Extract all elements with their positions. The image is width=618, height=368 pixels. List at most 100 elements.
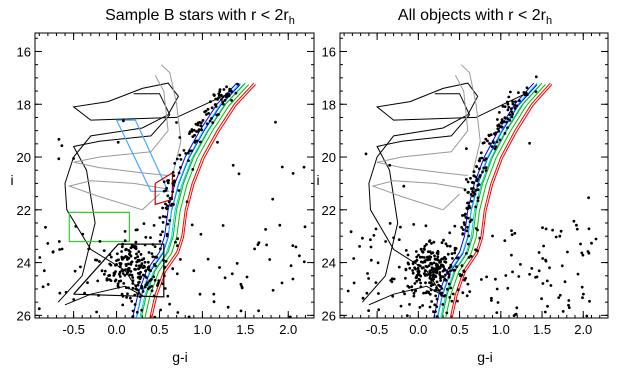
data-point <box>442 294 446 298</box>
data-point <box>549 284 553 287</box>
data-point <box>478 157 482 160</box>
data-point <box>402 184 406 188</box>
data-point <box>587 227 591 231</box>
data-point <box>125 296 128 299</box>
data-point <box>264 228 267 231</box>
data-point <box>470 187 473 191</box>
data-point <box>265 243 268 247</box>
data-point <box>425 273 428 277</box>
data-point <box>186 151 190 155</box>
data-point <box>221 102 225 106</box>
data-point <box>158 216 162 220</box>
data-point <box>421 304 424 307</box>
data-point <box>462 269 466 273</box>
data-point <box>418 278 422 282</box>
data-point <box>459 274 462 278</box>
rgb-model-line <box>151 84 256 318</box>
data-point <box>478 167 481 171</box>
data-point <box>161 282 165 286</box>
isochrone-black <box>64 82 229 295</box>
isochrone-gray <box>73 74 169 176</box>
data-point <box>546 304 549 308</box>
data-point <box>120 250 123 253</box>
data-point <box>166 181 170 185</box>
data-point <box>175 157 179 161</box>
data-point <box>407 286 411 289</box>
data-point <box>42 269 46 273</box>
data-point <box>428 239 432 243</box>
data-point <box>134 247 138 251</box>
data-point <box>445 311 449 315</box>
data-point <box>164 215 167 219</box>
data-point <box>115 263 118 266</box>
data-point <box>473 192 477 196</box>
data-point <box>478 175 482 179</box>
data-point <box>449 286 453 290</box>
data-point <box>399 304 403 308</box>
data-point <box>170 197 173 201</box>
data-point <box>447 275 451 279</box>
data-point <box>534 75 538 79</box>
data-point <box>271 288 275 292</box>
data-point <box>188 132 191 136</box>
data-point <box>253 247 256 251</box>
data-point <box>119 279 123 283</box>
data-point <box>166 194 170 198</box>
data-point <box>130 299 134 303</box>
y-tick-label: 18 <box>322 97 336 112</box>
data-point <box>412 294 416 298</box>
data-point <box>490 299 493 302</box>
data-point <box>388 222 392 225</box>
data-point <box>361 296 365 300</box>
data-point <box>403 292 406 296</box>
data-point <box>495 140 499 144</box>
data-point <box>177 189 181 192</box>
data-point <box>115 252 119 256</box>
data-point <box>134 245 138 249</box>
data-point <box>567 299 571 302</box>
data-point <box>558 293 562 297</box>
data-point <box>166 294 170 298</box>
data-point <box>235 262 239 265</box>
data-point <box>221 95 225 99</box>
data-point <box>551 228 554 232</box>
data-point <box>96 279 100 283</box>
data-point <box>188 149 192 153</box>
data-point <box>87 247 91 251</box>
data-point <box>581 253 585 257</box>
data-point <box>470 199 473 203</box>
data-point <box>431 273 435 277</box>
data-point <box>125 258 129 261</box>
data-point <box>560 264 564 268</box>
data-point <box>554 235 558 239</box>
data-point <box>438 271 442 274</box>
isochrone-gray <box>371 180 467 211</box>
data-point <box>522 91 526 94</box>
data-point <box>471 181 475 184</box>
data-point <box>46 283 50 286</box>
data-point <box>218 90 222 94</box>
data-point <box>467 242 470 246</box>
data-point <box>466 191 470 194</box>
data-point <box>506 126 509 130</box>
data-point <box>467 204 471 208</box>
data-point <box>594 237 598 241</box>
data-point <box>205 122 209 126</box>
data-point <box>474 248 477 252</box>
data-point <box>541 282 545 285</box>
data-point <box>466 180 470 184</box>
data-point <box>138 295 142 298</box>
data-point <box>150 252 154 256</box>
data-point <box>511 100 514 103</box>
data-point <box>493 133 497 136</box>
data-point <box>136 255 140 258</box>
data-point <box>423 256 426 259</box>
data-point <box>397 238 401 242</box>
data-point <box>474 189 478 192</box>
y-axis-label: i <box>10 172 13 188</box>
data-point <box>476 196 480 200</box>
data-point <box>146 260 150 264</box>
data-point <box>436 255 440 259</box>
data-point <box>64 290 68 294</box>
data-point <box>441 264 445 268</box>
